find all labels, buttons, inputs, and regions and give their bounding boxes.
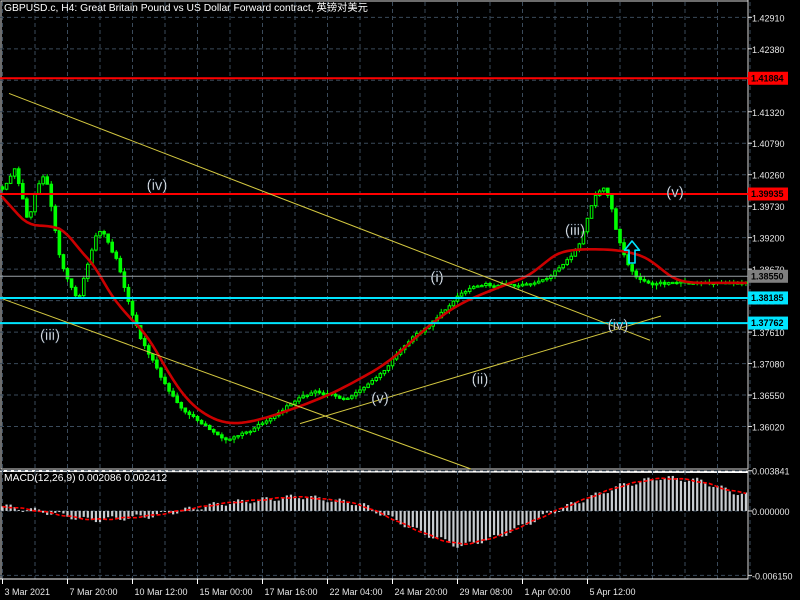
svg-text:(i): (i) xyxy=(430,269,443,286)
svg-text:MACD(12,26,9) 0.002086 0.00241: MACD(12,26,9) 0.002086 0.002412 xyxy=(4,473,167,484)
svg-text:1.41320: 1.41320 xyxy=(752,108,785,118)
svg-text:1.39200: 1.39200 xyxy=(752,234,785,244)
svg-text:-0.006150: -0.006150 xyxy=(752,571,793,581)
svg-text:GBPUSD.c, H4: Great Britain P: GBPUSD.c, H4: Great Britain Pound vs US … xyxy=(4,1,368,14)
svg-text:1.40790: 1.40790 xyxy=(752,139,785,149)
svg-text:22 Mar 04:00: 22 Mar 04:00 xyxy=(330,587,383,597)
svg-text:10 Mar 12:00: 10 Mar 12:00 xyxy=(135,587,188,597)
svg-text:1 Apr 00:00: 1 Apr 00:00 xyxy=(525,587,571,597)
svg-text:1.41884: 1.41884 xyxy=(751,73,784,83)
svg-text:7 Mar 20:00: 7 Mar 20:00 xyxy=(70,587,118,597)
svg-text:(iv): (iv) xyxy=(608,317,629,334)
svg-text:5 Apr 12:00: 5 Apr 12:00 xyxy=(590,587,636,597)
svg-text:0.003841: 0.003841 xyxy=(752,467,790,477)
svg-text:(ii): (ii) xyxy=(472,371,489,388)
svg-text:(iii): (iii) xyxy=(40,327,60,344)
svg-text:1.40260: 1.40260 xyxy=(752,171,785,181)
svg-text:1.42380: 1.42380 xyxy=(752,45,785,55)
svg-text:1.37080: 1.37080 xyxy=(752,360,785,370)
svg-text:1.39935: 1.39935 xyxy=(751,189,784,199)
svg-text:(iv): (iv) xyxy=(147,177,168,194)
svg-text:1.36020: 1.36020 xyxy=(752,423,785,433)
svg-text:(v): (v) xyxy=(371,390,389,407)
svg-text:1.37762: 1.37762 xyxy=(751,318,784,328)
svg-text:1.38550: 1.38550 xyxy=(751,271,784,281)
svg-text:1.36550: 1.36550 xyxy=(752,391,785,401)
svg-text:24 Mar 20:00: 24 Mar 20:00 xyxy=(395,587,448,597)
svg-text:1.42910: 1.42910 xyxy=(752,13,785,23)
svg-text:1.39730: 1.39730 xyxy=(752,202,785,212)
svg-text:(v): (v) xyxy=(666,184,684,201)
svg-text:15 Mar 00:00: 15 Mar 00:00 xyxy=(200,587,253,597)
svg-text:29 Mar 08:00: 29 Mar 08:00 xyxy=(460,587,513,597)
svg-text:0.000000: 0.000000 xyxy=(752,507,790,517)
svg-text:3 Mar 2021: 3 Mar 2021 xyxy=(5,587,51,597)
svg-text:1.38185: 1.38185 xyxy=(751,293,784,303)
svg-text:17 Mar 16:00: 17 Mar 16:00 xyxy=(265,587,318,597)
svg-text:(iii): (iii) xyxy=(565,222,585,239)
svg-text:1.37610: 1.37610 xyxy=(752,328,785,338)
